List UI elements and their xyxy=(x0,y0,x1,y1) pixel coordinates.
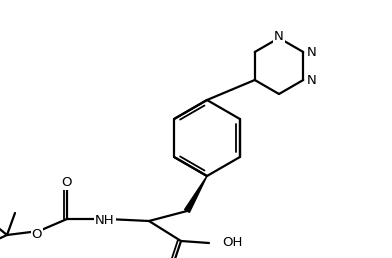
Text: NH: NH xyxy=(95,214,115,227)
Text: N: N xyxy=(307,75,316,87)
Text: OH: OH xyxy=(222,237,242,249)
Polygon shape xyxy=(185,176,207,212)
Text: O: O xyxy=(32,229,42,241)
Text: N: N xyxy=(274,30,284,44)
Text: N: N xyxy=(307,45,316,59)
Text: O: O xyxy=(62,176,72,189)
